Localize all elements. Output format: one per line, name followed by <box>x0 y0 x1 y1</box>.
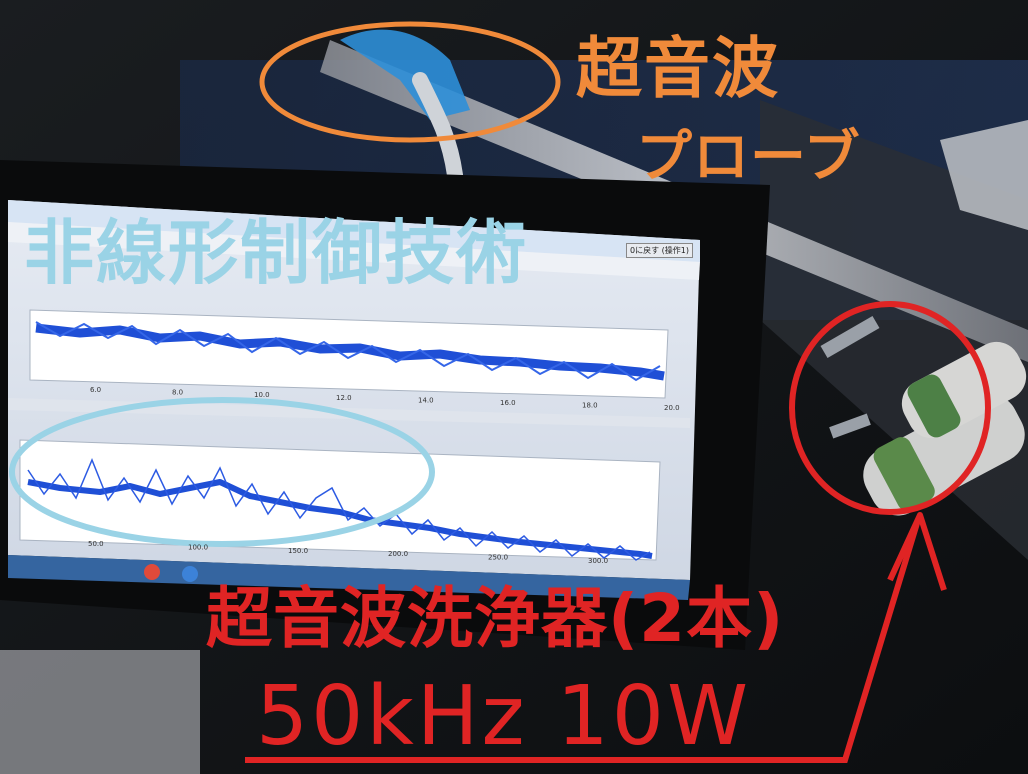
top-axis-tick: 8.0 <box>172 389 183 397</box>
bottom-waveform <box>27 479 653 559</box>
bottom-axis-tick: 300.0 <box>588 557 608 565</box>
bottom-axis-tick: 100.0 <box>188 543 208 551</box>
top-waveform-noise <box>35 321 661 382</box>
white-cloth <box>940 120 1028 230</box>
top-graph-panel <box>29 309 669 399</box>
top-axis-tick: 6.0 <box>90 386 101 394</box>
probe-clamp <box>340 29 470 120</box>
bottom-axis-tick: 150.0 <box>288 547 308 555</box>
reset-button: 0に戻す (操作1) <box>626 243 693 258</box>
window-titlebar <box>8 200 700 262</box>
probe-label: 超音波 <box>576 30 780 107</box>
nonlinear-control-label: 非線形制御技術 <box>24 212 528 294</box>
windows-taskbar <box>8 555 690 600</box>
cleaner-label: 超音波洗浄器(2本) <box>206 580 785 657</box>
browser-icon <box>144 564 160 580</box>
top-axis-tick: 14.0 <box>418 396 434 404</box>
top-waveform <box>35 323 665 381</box>
cleaner-spec-label: 50kHz 10W <box>256 669 752 764</box>
top-axis-tick: 10.0 <box>254 391 270 399</box>
probe-cable <box>412 72 463 183</box>
top-axis-tick: 16.0 <box>500 399 516 407</box>
waveform-highlight-ellipse <box>9 397 435 547</box>
probe-highlight-ellipse <box>259 21 561 143</box>
bottom-axis-tick: 50.0 <box>88 540 104 548</box>
bottom-axis-tick: 200.0 <box>388 550 408 558</box>
bottom-graph-panel <box>19 439 661 561</box>
bottom-axis-tick: 250.0 <box>488 554 508 562</box>
probe-sub-label: プローブ <box>636 125 861 190</box>
cleaner-arrow-head <box>887 512 947 591</box>
top-axis-tick: 18.0 <box>582 402 598 410</box>
desk-corner <box>0 650 200 774</box>
top-axis-tick: 12.0 <box>336 394 352 402</box>
cleaner-arrow-line <box>245 519 921 763</box>
top-axis-tick: 20.0 <box>664 404 680 412</box>
cleaner-highlight-circle <box>789 301 991 515</box>
taskbar-app-icon <box>182 566 198 582</box>
bottom-waveform-noise <box>27 458 651 561</box>
window-toolbar <box>8 222 700 280</box>
